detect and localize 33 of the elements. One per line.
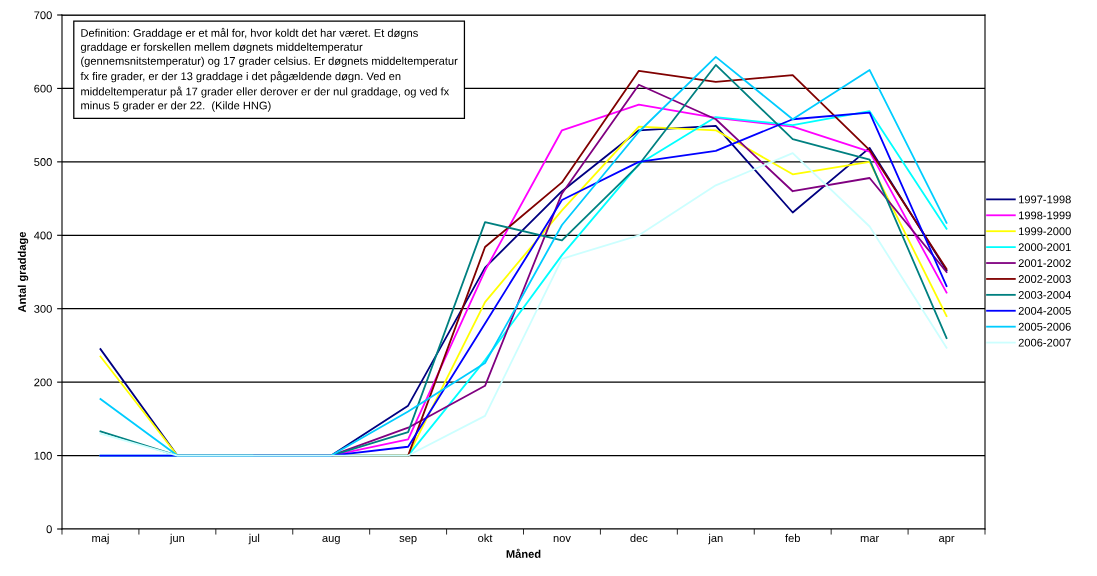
legend-label: 2004-2005	[1018, 306, 1071, 315]
legend-label: 2001-2002	[1018, 259, 1071, 268]
x-tick-label: apr	[938, 535, 955, 545]
y-tick-label: 500	[34, 158, 52, 166]
x-tick-label: jun	[169, 533, 185, 545]
x-axis-title: Måned	[506, 548, 541, 558]
annotation: Definition: Graddage er et mål for, hvor koldt det har været. Et døgns graddage er forskellen mellem døgnets middeltemperatur (gennemsnitstemperatur) og 17 grader celsius. Er døgnets middeltemperatur fx fire grader, er der 13 graddage i det pågældende døgn. Ved en middeltemperatur på 17 grader eller derover er der nul graddage, og ved fx minus 5 grader er der 22. (Kilde HNG)	[80, 27, 458, 112]
legend-label: 2002-2003	[1018, 275, 1071, 283]
x-tick-label: sep	[399, 535, 417, 545]
x-tick-label: nov	[553, 535, 571, 543]
y-tick-label: 100	[34, 451, 52, 460]
x-tick-label: dec	[630, 533, 648, 543]
x-tick-label: okt	[478, 533, 493, 543]
x-tick-label: feb	[785, 533, 800, 543]
x-tick-label: jul	[248, 533, 260, 545]
legend-label: 1998-1999	[1019, 211, 1071, 220]
y-tick-label: 0	[46, 525, 52, 534]
y-tick-label: 300	[34, 304, 52, 313]
x-tick-label: jan	[708, 533, 723, 545]
x-tick-label: maj	[92, 533, 109, 545]
x-tick-label: aug	[322, 535, 340, 545]
legend-label: 1999-2000	[1019, 227, 1071, 236]
x-tick-label: mar	[860, 535, 880, 543]
y-tick-label: 400	[34, 231, 52, 240]
y-tick-label: 200	[34, 378, 52, 387]
legend-label: 2005-2006	[1018, 322, 1071, 331]
legend-label: 2003-2004	[1018, 290, 1071, 299]
y-tick-label: 700	[34, 11, 52, 20]
legend-label: 2006-2007	[1018, 338, 1071, 347]
legend-label: 2000-2001	[1018, 243, 1071, 252]
y-tick-label: 600	[34, 84, 52, 93]
y-axis-title: Antal graddage	[17, 231, 29, 313]
legend-label: 1997-1998	[1019, 195, 1071, 204]
